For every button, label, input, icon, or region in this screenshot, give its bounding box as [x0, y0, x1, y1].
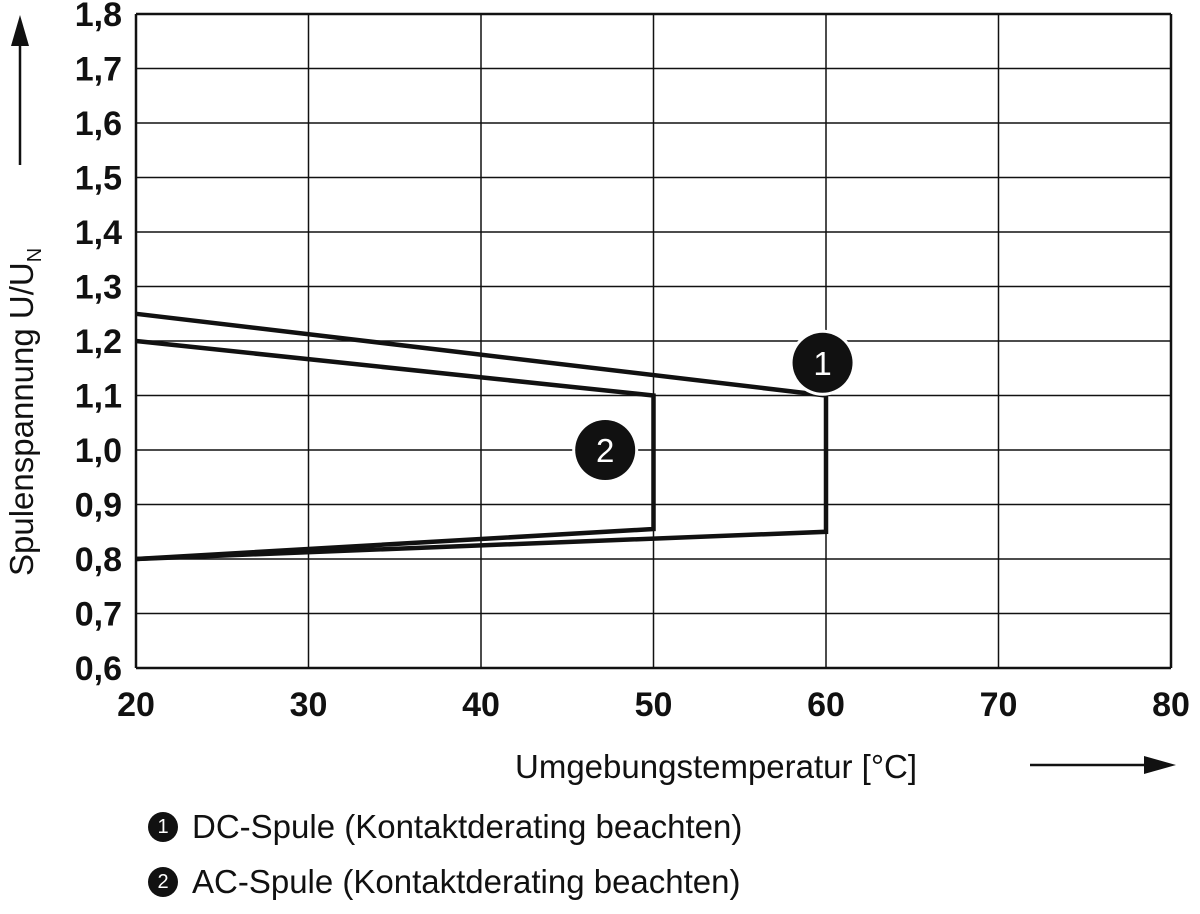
y-tick-1,6: 1,6	[75, 105, 122, 143]
x-axis-title: Umgebungstemperatur [°C]	[515, 748, 917, 785]
marker-circle-2	[575, 420, 636, 480]
series-line-1	[135, 311, 829, 562]
y-tick-0,6: 0,6	[75, 650, 122, 688]
y-axis-title-group: Spulenspannung U/UN	[3, 248, 46, 576]
y-tick-1,4: 1,4	[75, 214, 122, 252]
y-axis-subscript: N	[24, 248, 46, 262]
y-tick-1,1: 1,1	[75, 378, 122, 416]
legend-label-dc: DC-Spule (Kontaktderating beachten)	[192, 808, 743, 845]
legend-badge-1: 1	[148, 812, 178, 842]
marker-circle-1	[792, 332, 853, 393]
y-tick-1,2: 1,2	[75, 323, 122, 361]
x-tick-labels: 20 30 40 50 60 70 80	[117, 686, 1190, 724]
x-tick-30: 30	[290, 686, 328, 724]
legend-badge-2: 2	[148, 867, 178, 897]
legend-label-ac: AC-Spule (Kontaktderating beachten)	[192, 863, 741, 900]
y-tick-0,7: 0,7	[75, 596, 122, 634]
x-axis-arrow-head	[1144, 756, 1176, 774]
grid	[134, 12, 1173, 670]
x-tick-80: 80	[1152, 686, 1190, 724]
x-tick-50: 50	[635, 686, 673, 724]
x-tick-60: 60	[807, 686, 845, 724]
y-axis-arrow-head	[11, 15, 29, 46]
x-tick-40: 40	[462, 686, 500, 724]
y-tick-1,0: 1,0	[75, 432, 122, 470]
series-markers: 12	[572, 329, 856, 483]
legend-item-dc: 1 DC-Spule (Kontaktderating beachten)	[148, 808, 742, 846]
y-tick-1,8: 1,8	[75, 0, 122, 34]
y-tick-0,8: 0,8	[75, 541, 122, 579]
legend-item-ac: 2 AC-Spule (Kontaktderating beachten)	[148, 863, 741, 901]
series-line-2	[135, 338, 656, 562]
marker-label-2: 2	[596, 432, 614, 469]
series-lines	[135, 311, 829, 562]
marker-label-1: 1	[813, 345, 831, 382]
y-tick-1,5: 1,5	[75, 160, 122, 198]
y-tick-0,9: 0,9	[75, 487, 122, 525]
y-tick-1,3: 1,3	[75, 269, 122, 307]
y-tick-labels: 0,6 0,7 0,8 0,9 1,0 1,1 1,2 1,3 1,4 1,5 1,6 1,7 1,8	[75, 0, 122, 688]
y-tick-1,7: 1,7	[75, 51, 122, 89]
x-tick-20: 20	[117, 686, 155, 724]
y-axis-title: Spulenspannung U/UN	[3, 248, 46, 576]
x-tick-70: 70	[980, 686, 1018, 724]
